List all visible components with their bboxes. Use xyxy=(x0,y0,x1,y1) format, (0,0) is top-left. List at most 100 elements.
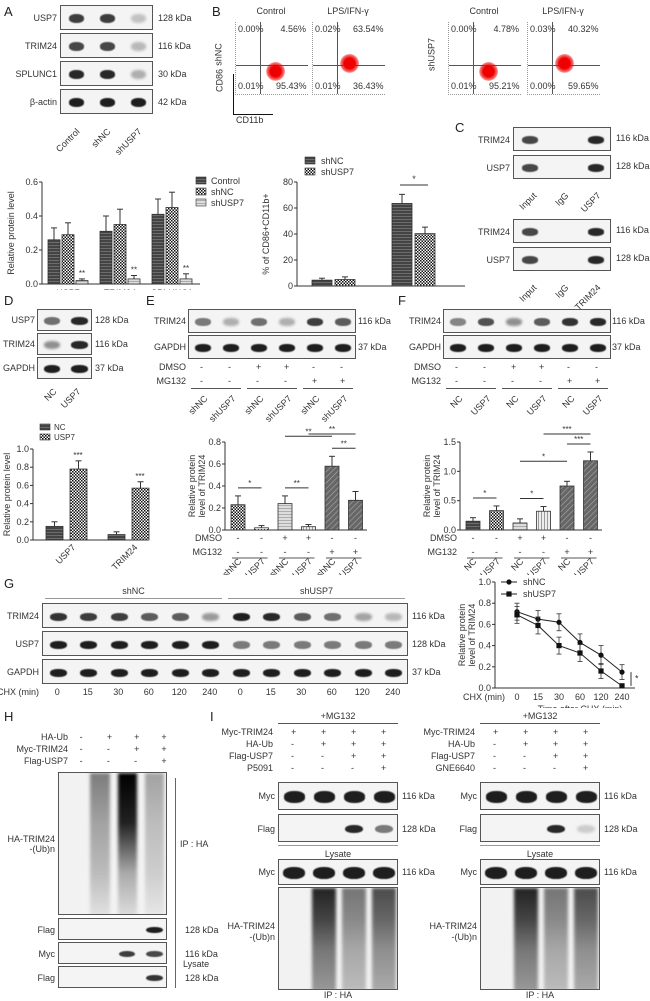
svg-text:-: - xyxy=(331,533,334,543)
quadrant-ul-percent: 0.02% xyxy=(315,24,341,34)
protein-band xyxy=(324,612,342,621)
svg-text:60: 60 xyxy=(283,203,293,213)
condition-label: HA-Ub xyxy=(245,739,273,749)
condition-sign: + xyxy=(381,751,387,761)
svg-text:+: + xyxy=(282,533,287,543)
protein-band xyxy=(506,344,522,352)
protein-band xyxy=(279,344,295,352)
protein-band xyxy=(515,791,537,803)
quadrant-ll-percent: 0.01% xyxy=(238,81,264,91)
blot-row-label: TRIM24 xyxy=(408,316,441,326)
svg-text:DMSO: DMSO xyxy=(430,533,457,543)
condition-label: Myc-TRIM24 xyxy=(16,744,69,754)
flow-plot-title: Control xyxy=(469,6,499,16)
y-axis-arrow xyxy=(233,74,234,114)
condition-sign: + xyxy=(381,727,387,737)
svg-text:% of CD86+CD11b+: % of CD86+CD11b+ xyxy=(261,193,271,274)
coip-row-label: USP7 xyxy=(486,255,510,265)
flow-plot: 0.00% 4.56% 0.01% 95.43% xyxy=(235,22,308,95)
blot-strip-3 xyxy=(60,89,153,114)
blot-row-label: Myc xyxy=(258,791,276,801)
condition-sign: - xyxy=(321,763,324,773)
protein-band xyxy=(68,70,85,79)
blot-strip-2 xyxy=(60,61,153,86)
svg-text:-: - xyxy=(519,547,522,557)
blot-row-label: GAPDH xyxy=(408,342,441,352)
condition-sign: - xyxy=(523,763,526,773)
protein-band xyxy=(293,640,311,649)
panel-label-g: G xyxy=(4,576,15,591)
protein-band xyxy=(522,164,539,172)
svg-text:0.0: 0.0 xyxy=(16,535,29,545)
quadrant-ul-percent: 0.00% xyxy=(238,24,264,34)
protein-band xyxy=(577,824,595,834)
condition-sign: - xyxy=(106,756,110,766)
ubiquitin-smear xyxy=(117,773,137,914)
svg-text:15: 15 xyxy=(533,692,543,702)
svg-text:1.0: 1.0 xyxy=(443,466,456,476)
flow-y-axis-label: CD86 xyxy=(214,69,225,93)
protein-band xyxy=(385,640,403,649)
svg-text:MG132: MG132 xyxy=(192,547,222,557)
svg-text:level of TRIM24: level of TRIM24 xyxy=(467,604,477,667)
flow-plot: 0.00% 4.78% 0.01% 95.21% xyxy=(448,22,521,95)
condition-sign: - xyxy=(79,732,83,742)
protein-band xyxy=(141,668,159,677)
lysate-myc-blot xyxy=(278,859,398,885)
coip-blot-strip xyxy=(513,219,611,243)
svg-text:-: - xyxy=(260,533,263,543)
protein-band xyxy=(544,867,568,879)
ubiquitin-smear xyxy=(514,888,538,989)
svg-text:0.8: 0.8 xyxy=(478,598,491,608)
condition-sign: - xyxy=(523,751,526,761)
svg-text:Time after CHX (min): Time after CHX (min) xyxy=(538,704,623,708)
svg-text:1.5: 1.5 xyxy=(443,437,456,447)
treatment-sign: + xyxy=(539,362,545,372)
group-divider xyxy=(247,388,297,389)
svg-text:0.2: 0.2 xyxy=(16,517,29,527)
gate-line-vertical xyxy=(337,22,339,94)
panel-label-h: H xyxy=(4,709,14,724)
protein-band xyxy=(202,640,220,649)
mg132-header: +MG132 xyxy=(522,711,558,721)
protein-band xyxy=(372,867,396,879)
protein-band xyxy=(522,136,539,144)
condition-sign: + xyxy=(134,732,140,742)
molecular-weight-label: 116 kDa xyxy=(358,316,391,326)
svg-text:***: *** xyxy=(135,472,144,481)
blot-row-label: Flag xyxy=(257,824,275,834)
svg-text:level of TRIM24: level of TRIM24 xyxy=(197,455,207,518)
molecular-weight-label: 116 kDa xyxy=(604,791,637,801)
ubiquitin-smear xyxy=(312,888,336,989)
protein-band xyxy=(71,317,88,325)
condition-sign: + xyxy=(161,756,167,766)
condition-label: Myc-TRIM24 xyxy=(221,727,274,737)
svg-text:*: * xyxy=(635,674,639,684)
molecular-weight-label: 128 kDa xyxy=(412,639,446,649)
blot-row-label: TRIM24 xyxy=(6,611,39,621)
treatment-sign: - xyxy=(539,376,542,386)
protein-band xyxy=(130,42,147,51)
svg-text:Relative protein: Relative protein xyxy=(457,604,467,667)
panel-d-bar-chart: 0.0 0.2 0.4 0.6 0.8 1.0 Relative protein level… xyxy=(2,423,150,572)
treatment-sign: - xyxy=(455,362,458,372)
protein-band xyxy=(49,612,67,621)
svg-text:shNC: shNC xyxy=(321,156,344,166)
molecular-weight-label: 116 kDa xyxy=(616,225,649,235)
protein-band xyxy=(534,318,550,326)
protein-band xyxy=(313,791,335,803)
quadrant-ul-percent: 0.00% xyxy=(451,24,477,34)
svg-text:0.6: 0.6 xyxy=(208,459,221,469)
protein-band xyxy=(99,14,116,23)
svg-text:0.8: 0.8 xyxy=(16,462,29,472)
blot-row-label: USP7 xyxy=(11,315,35,325)
chx-timepoint: 15 xyxy=(82,687,93,697)
blot-row-label-usp7: USP7 xyxy=(33,13,57,23)
flow-plot: 0.02% 63.54% 0.01% 36.43% xyxy=(312,22,385,95)
protein-band xyxy=(590,344,606,352)
lysate-label: Lysate xyxy=(526,849,554,859)
svg-text:0.2: 0.2 xyxy=(208,503,221,513)
svg-text:**: ** xyxy=(183,264,189,273)
svg-text:USP7: USP7 xyxy=(56,288,80,290)
blot-strip xyxy=(443,309,611,333)
